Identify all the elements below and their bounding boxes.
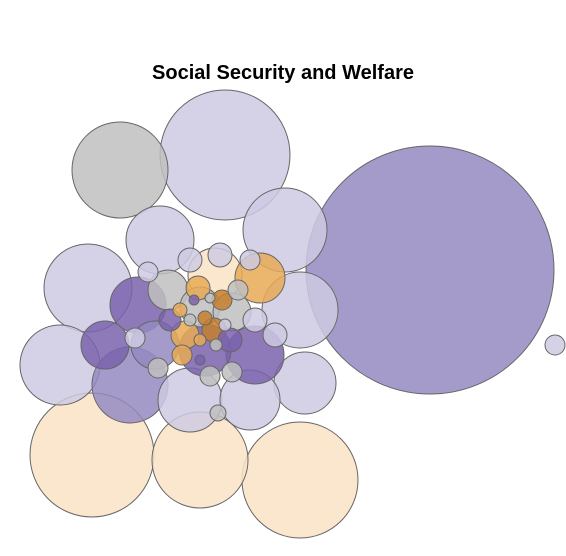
bubble: [184, 314, 196, 326]
bubble: [545, 335, 565, 355]
bubble: [210, 405, 226, 421]
bubble: [242, 422, 358, 538]
bubble: [178, 248, 202, 272]
bubble: [218, 328, 242, 352]
bubble: [263, 323, 287, 347]
bubble: [222, 362, 242, 382]
bubble: [306, 146, 554, 394]
bubble: [200, 366, 220, 386]
bubble: [173, 303, 187, 317]
bubble: [138, 262, 158, 282]
bubble: [219, 319, 231, 331]
bubble: [208, 243, 232, 267]
bubble: [198, 311, 212, 325]
bubble: [240, 250, 260, 270]
bubble: [81, 321, 129, 369]
bubble: [125, 328, 145, 348]
bubble: [172, 345, 192, 365]
bubble: [205, 293, 215, 303]
bubble: [228, 280, 248, 300]
bubble-chart: [0, 0, 566, 556]
bubble: [195, 355, 205, 365]
bubble: [148, 358, 168, 378]
bubble: [243, 308, 267, 332]
bubble: [189, 295, 199, 305]
bubble: [194, 334, 206, 346]
bubble: [210, 339, 222, 351]
bubble: [72, 122, 168, 218]
